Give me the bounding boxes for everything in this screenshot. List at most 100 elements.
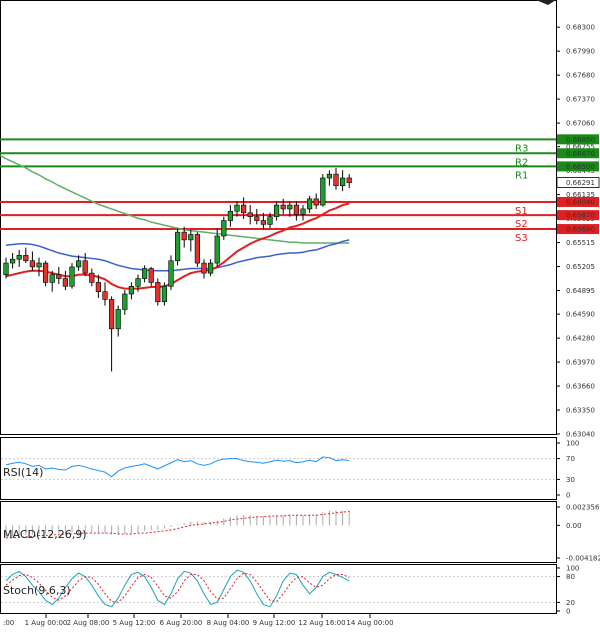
level-price-box xyxy=(557,161,599,172)
candle-body-down xyxy=(313,198,319,206)
rsi-line xyxy=(5,456,350,478)
candle xyxy=(214,228,220,267)
stoch-tick-label: 0 xyxy=(566,608,570,616)
rsi-tick-label: 100 xyxy=(566,440,579,448)
candle xyxy=(175,228,181,266)
current-price-box xyxy=(556,177,600,188)
candle xyxy=(254,208,260,225)
time-tick-label: 1 Aug 00:00 xyxy=(25,619,68,627)
candle-body-down xyxy=(280,204,286,210)
stoch-tick-label: 80 xyxy=(566,573,575,581)
rsi-tick-label: 0 xyxy=(566,492,570,500)
candle-body-up xyxy=(168,260,174,287)
price-tick-label: 0.63350 xyxy=(566,407,595,415)
candlesticks xyxy=(3,167,352,372)
candle-body-up xyxy=(267,216,273,225)
candle xyxy=(260,212,267,230)
candle xyxy=(201,259,207,279)
macd-tick-label: 0.00 xyxy=(566,522,582,530)
price-tick-label: 0.65205 xyxy=(566,263,595,271)
candle-body-down xyxy=(254,216,260,221)
level-price-label: 0.66670 xyxy=(566,150,595,158)
candle xyxy=(161,282,168,306)
candle-body-down xyxy=(82,260,88,274)
time-tick-label: 9 Aug 12:00 xyxy=(253,619,296,627)
time-tick-label: 5 Aug 12:00 xyxy=(113,619,156,627)
candle-body-up xyxy=(175,231,181,262)
level-price-label: 0.65690 xyxy=(566,226,595,234)
candle-body-up xyxy=(300,208,306,215)
level-name-s2: S2 xyxy=(515,219,528,230)
rsi-label: RSI(14) xyxy=(3,466,43,479)
candle xyxy=(155,278,161,306)
price-tick-label: 0.65515 xyxy=(566,239,595,247)
candle xyxy=(109,296,115,372)
current-price-label: 0.66291 xyxy=(566,179,595,187)
candle xyxy=(221,216,227,240)
candle-body-up xyxy=(142,268,148,279)
candle-body-up xyxy=(76,260,82,268)
price-tick-label: 0.64895 xyxy=(566,287,595,295)
level-price-box xyxy=(557,224,599,235)
candle-body-up xyxy=(36,262,42,268)
candle-body-up xyxy=(306,198,313,210)
level-price-box xyxy=(557,134,599,145)
price-tick-label: 0.63660 xyxy=(566,383,595,391)
candle-body-down xyxy=(102,291,108,300)
candle xyxy=(234,201,240,217)
candle xyxy=(82,253,88,277)
candle-body-down xyxy=(148,268,154,283)
level-price-box xyxy=(557,148,599,159)
price-tick-label: 0.67990 xyxy=(566,48,595,56)
candle xyxy=(300,205,306,221)
time-tick-label: 8 Aug 04:00 xyxy=(207,619,250,627)
rsi-tick-label: 70 xyxy=(566,455,575,463)
rsi-panel: 100 70 30 0 xyxy=(1,440,579,500)
candle-body-down xyxy=(89,272,95,283)
candle xyxy=(188,229,194,252)
candle xyxy=(247,205,253,225)
macd-panel-frame xyxy=(0,501,557,563)
macd-tick-label: 0.002356 xyxy=(566,504,600,512)
candle xyxy=(135,274,141,292)
candle xyxy=(128,282,135,300)
candle-body-down xyxy=(333,173,339,187)
level-name-r3: R3 xyxy=(515,143,528,154)
candle-body-up xyxy=(221,220,227,237)
stoch-panel-frame xyxy=(0,564,557,614)
candle xyxy=(346,174,352,189)
level-price-label: 0.66500 xyxy=(566,163,595,171)
stoch-tick-label: 100 xyxy=(566,565,579,573)
macd-signal-line xyxy=(6,510,350,539)
candle-body-down xyxy=(62,278,68,287)
level-name-s1: S1 xyxy=(515,206,528,217)
candle xyxy=(267,212,273,229)
candle xyxy=(69,263,75,289)
candle xyxy=(36,257,42,277)
candle xyxy=(333,167,339,190)
candle xyxy=(16,249,22,267)
candle-body-down xyxy=(42,262,49,283)
ma-red-line xyxy=(5,202,350,290)
rsi-panel-frame xyxy=(0,437,557,500)
stoch-k-line xyxy=(5,569,350,608)
candle xyxy=(42,260,49,287)
time-tick-label: 12 Aug 16:00 xyxy=(298,619,345,627)
candle-body-down xyxy=(95,282,101,292)
macd-label: MACD(12,26,9) xyxy=(3,528,87,541)
level-name-r2: R2 xyxy=(515,157,528,168)
level-price-label: 0.66040 xyxy=(566,198,595,206)
time-tick-label-partial: :00 xyxy=(3,619,14,627)
candle-body-up xyxy=(135,278,141,287)
candle xyxy=(168,255,174,291)
price-tick-label: 0.67060 xyxy=(566,120,595,128)
candle xyxy=(194,232,201,267)
candle xyxy=(122,290,128,315)
level-price-box xyxy=(557,210,599,221)
candle-body-down xyxy=(194,234,201,264)
candle-body-up xyxy=(49,274,55,283)
candle-body-up xyxy=(122,293,128,310)
candle-body-down xyxy=(109,299,115,330)
candle xyxy=(148,266,154,287)
candle xyxy=(89,268,95,287)
